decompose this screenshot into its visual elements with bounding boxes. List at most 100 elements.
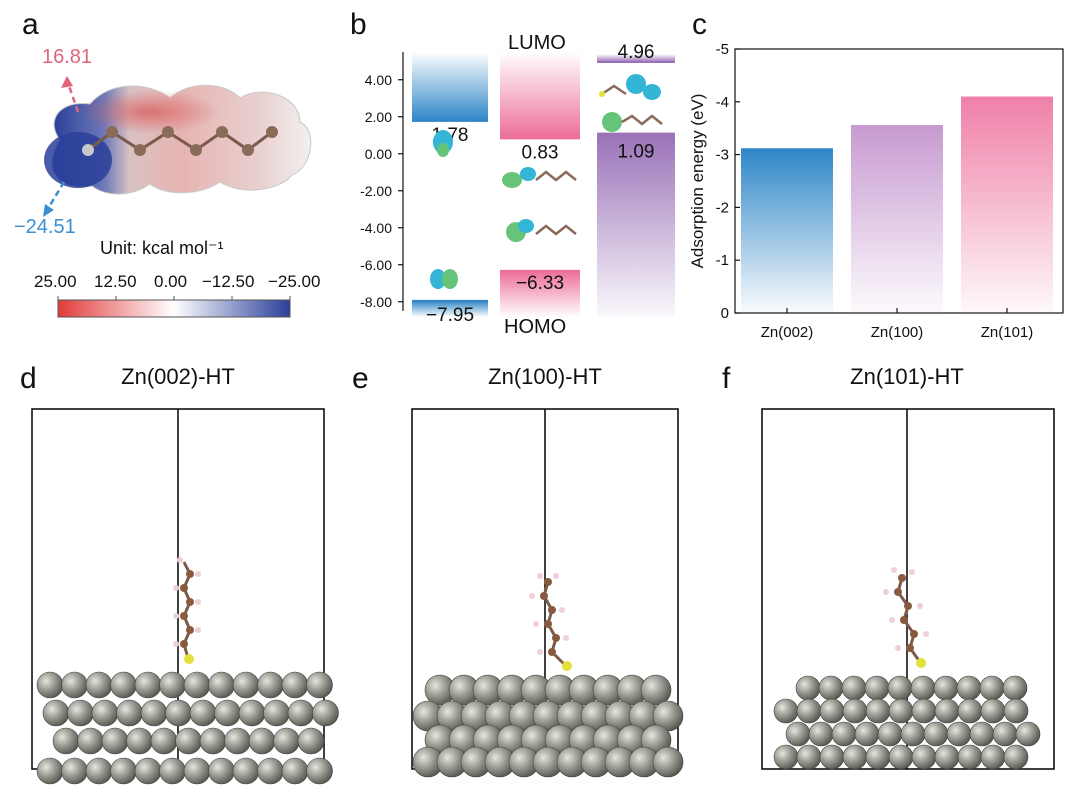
adsorbate-f	[883, 567, 929, 668]
panel-letter-a: a	[22, 8, 39, 41]
zn-atom	[183, 757, 211, 785]
zn-atom	[42, 699, 70, 727]
y-axis-title: Adsorption energy (eV)	[688, 94, 707, 269]
zn-atom	[248, 727, 276, 755]
zn-atom	[992, 721, 1018, 747]
slab-models	[31, 408, 1055, 785]
zn-atom	[77, 727, 104, 755]
zn-atom	[208, 671, 235, 699]
lumo-orbital-3	[599, 74, 661, 100]
homo-orbital-1	[430, 269, 446, 289]
sulfur-atom-f	[916, 658, 926, 668]
zn-atom	[61, 757, 88, 785]
adsorption-bar	[741, 148, 833, 313]
zn-atom	[189, 699, 217, 727]
lumo-value-label: 0.83	[522, 142, 559, 163]
zn-atom	[900, 721, 926, 747]
zn-atom	[85, 757, 113, 785]
homo-orbital-1-lobe	[442, 269, 458, 289]
lumo-bar	[500, 52, 580, 139]
zn-atom	[933, 675, 959, 701]
slab-f	[761, 408, 1055, 770]
colorbar-tick-label: −25.00	[268, 272, 321, 291]
zn-atom	[808, 721, 834, 747]
zn-atom	[888, 744, 914, 770]
zn-atom	[888, 698, 914, 724]
zn-atom	[199, 727, 227, 755]
orbital-column: 0.83 −6.33	[500, 52, 580, 317]
x-tick-label: Zn(101)	[981, 324, 1034, 341]
panel-letter-c: c	[692, 8, 707, 41]
zn-atom	[785, 721, 811, 747]
y-tick-label: -5	[716, 41, 729, 58]
zn-atom	[640, 674, 672, 706]
zn-atom	[934, 698, 960, 724]
zn-atom	[831, 721, 857, 747]
zn-atom	[159, 671, 186, 699]
y-tick-label: -2.00	[360, 183, 392, 199]
zn-atom	[795, 675, 821, 701]
zn-atoms-f	[773, 675, 1041, 770]
sulfur-atom-d	[184, 654, 194, 664]
zn-atom	[818, 675, 844, 701]
adsorbate-d	[173, 557, 201, 664]
zn-atom	[306, 757, 333, 785]
zn-atom	[841, 675, 867, 701]
cell-box-f	[761, 408, 1055, 770]
x-tick-label: Zn(002)	[761, 324, 814, 341]
slab-e	[411, 408, 684, 778]
homo-bar	[500, 270, 580, 317]
panel-letter-d: d	[20, 362, 37, 395]
min-arrow-head	[43, 204, 54, 217]
zn-atom	[980, 744, 1006, 770]
y-tick-label: 0.00	[365, 146, 392, 162]
zn-atom	[165, 699, 192, 727]
lumo-value-label: 4.96	[618, 42, 655, 63]
orbital-isosurfaces	[430, 74, 663, 289]
zn-atom	[150, 727, 178, 755]
panel-f-title: Zn(101)-HT	[850, 364, 964, 389]
zn-atom	[854, 721, 880, 747]
zn-atom	[257, 757, 284, 785]
zn-atoms-d	[36, 671, 339, 785]
zn-atom	[911, 744, 937, 770]
y-tick-label: -4	[716, 94, 729, 111]
esp-max-label: 16.81	[42, 46, 93, 68]
zn-atom	[1015, 721, 1041, 747]
zn-atom	[842, 744, 868, 770]
y-tick-label: 2.00	[365, 109, 392, 125]
homo-value-label: −7.95	[426, 305, 474, 326]
zn-atom	[281, 671, 309, 699]
lumo-bar	[597, 54, 675, 62]
colorbar-tick-label: 25.00	[34, 272, 77, 291]
homo-bar	[597, 133, 675, 317]
zn-atom	[116, 699, 143, 727]
zn-atom	[864, 675, 890, 701]
homo-orbital-3	[602, 112, 663, 132]
zn-atom	[910, 675, 936, 701]
colorbar-tick-label: 0.00	[154, 272, 188, 291]
zn-atom	[208, 757, 235, 785]
y-tick-label: -4.00	[360, 220, 392, 236]
zn-atom	[257, 671, 284, 699]
homo-lumo-y-axis: 4.00 2.00 0.00 -2.00 -4.00 -6.00 -8.00	[360, 52, 404, 311]
zn-atom	[110, 671, 137, 699]
zn-atom	[126, 727, 153, 755]
zn-atom	[796, 744, 822, 770]
zn-atom	[819, 744, 845, 770]
zn-atom	[238, 699, 266, 727]
zn-atom	[887, 675, 913, 701]
y-tick-label: 4.00	[365, 72, 392, 88]
zn-atom	[842, 698, 868, 724]
orbital-column: 4.96 1.09	[597, 42, 675, 317]
zn-atom	[979, 675, 1005, 701]
homo-lumo-chart: 4.002.000.00-2.00-4.00-6.00-8.00 1.78−7.…	[360, 42, 675, 326]
homo-lumo-bars: 1.78−7.950.83−6.334.961.09	[412, 42, 675, 326]
zn-atom	[36, 757, 64, 785]
zn-atom	[159, 757, 186, 785]
zn-atom	[1003, 698, 1029, 724]
zn-atom	[232, 671, 260, 699]
x-tick-label: Zn(100)	[871, 324, 924, 341]
adsorption-bars	[741, 96, 1053, 314]
zn-atom	[52, 727, 80, 755]
